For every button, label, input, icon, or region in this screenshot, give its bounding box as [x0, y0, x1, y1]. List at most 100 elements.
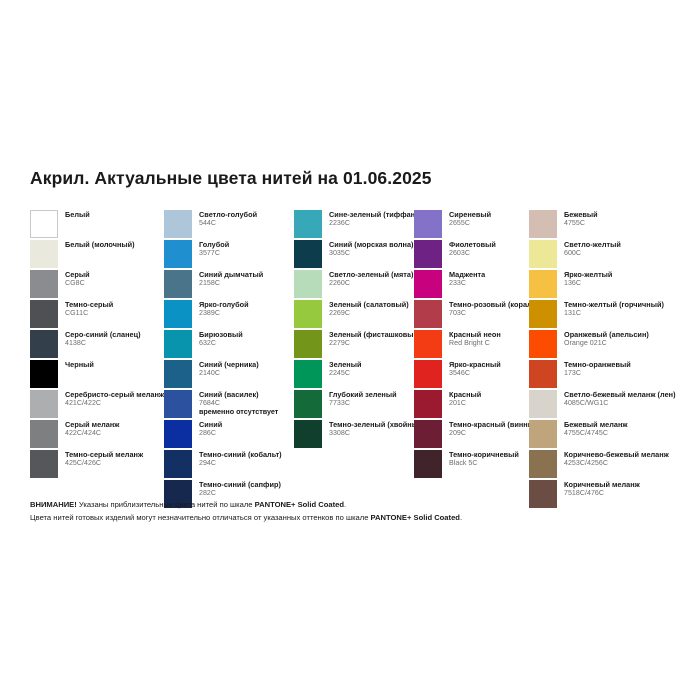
swatch-row[interactable]: Темно-коричневый Black 5C: [414, 450, 529, 480]
swatch-row[interactable]: Серебристо-серый меланж 421C/422C: [30, 390, 164, 420]
color-swatch[interactable]: [294, 390, 322, 418]
color-swatch[interactable]: [529, 390, 557, 418]
swatch-row[interactable]: Темно-розовый (коралл) 703C: [414, 300, 539, 330]
swatch-row[interactable]: Темно-серый CG11C: [30, 300, 164, 330]
color-swatch[interactable]: [294, 240, 322, 268]
swatch-row[interactable]: Бежевый 4755C: [529, 210, 689, 240]
swatch-row[interactable]: Ярко-красный 3546C: [414, 360, 529, 390]
color-swatch[interactable]: [529, 240, 557, 268]
swatch-row[interactable]: Светло-зеленый (мята) 2260C: [294, 270, 414, 300]
color-swatch[interactable]: [30, 450, 58, 478]
color-swatch[interactable]: [529, 450, 557, 478]
swatch-labels: Синий (морская волна) 3035C: [329, 240, 413, 258]
swatch-row[interactable]: Серый меланж 422C/424C: [30, 420, 164, 450]
swatch-row[interactable]: Темно-красный (винный) 209C: [414, 420, 541, 450]
color-swatch[interactable]: [294, 420, 322, 448]
color-swatch[interactable]: [414, 210, 442, 238]
swatch-row[interactable]: Светло-голубой 544C: [164, 210, 294, 240]
color-swatch[interactable]: [164, 330, 192, 358]
color-swatch[interactable]: [414, 270, 442, 298]
swatch-row[interactable]: Темно-зеленый (хвойный) 3308C: [294, 420, 425, 450]
swatch-row[interactable]: Зеленый (салатовый) 2269C: [294, 300, 414, 330]
color-swatch[interactable]: [164, 210, 192, 238]
column-greens: Сине-зеленый (тиффани) 2236C Синий (морска…: [294, 210, 425, 450]
swatch-row[interactable]: Ярко-голубой 2389C: [164, 300, 294, 330]
color-swatch[interactable]: [529, 270, 557, 298]
swatch-row[interactable]: Фиолетовый 2603C: [414, 240, 529, 270]
color-swatch[interactable]: [414, 450, 442, 478]
swatch-row[interactable]: Черный: [30, 360, 164, 390]
color-swatch[interactable]: [414, 360, 442, 388]
swatch-row[interactable]: Синий (василек) 7684C временно отсутствует: [164, 390, 294, 420]
swatch-row[interactable]: Бирюзовый 632C: [164, 330, 294, 360]
color-swatch[interactable]: [294, 330, 322, 358]
color-swatch[interactable]: [30, 390, 58, 418]
swatch-row[interactable]: Зеленый (фисташковый) 2279C: [294, 330, 421, 360]
color-swatch[interactable]: [294, 270, 322, 298]
swatch-row[interactable]: Зеленый 2245C: [294, 360, 414, 390]
color-name: Сине-зеленый (тиффани): [329, 210, 423, 219]
color-swatch[interactable]: [414, 240, 442, 268]
color-swatch[interactable]: [164, 270, 192, 298]
color-swatch[interactable]: [30, 330, 58, 358]
swatch-row[interactable]: Синий (черника) 2140C: [164, 360, 294, 390]
color-swatch[interactable]: [294, 210, 322, 238]
color-swatch[interactable]: [30, 300, 58, 328]
color-name: Темно-синий (сапфир): [199, 480, 281, 489]
color-swatch[interactable]: [30, 240, 58, 268]
swatch-row[interactable]: Темно-синий (сапфир) 282C: [164, 480, 294, 510]
swatch-labels: Серебристо-серый меланж 421C/422C: [65, 390, 164, 408]
swatch-row[interactable]: Сине-зеленый (тиффани) 2236C: [294, 210, 422, 240]
swatch-row[interactable]: Коричнево-бежевый меланж 4253C/4256C: [529, 450, 689, 480]
swatch-row[interactable]: Красный 201C: [414, 390, 529, 420]
swatch-row[interactable]: Ярко-желтый 136C: [529, 270, 689, 300]
swatch-row[interactable]: Темно-оранжевый 173C: [529, 360, 689, 390]
color-swatch[interactable]: [529, 420, 557, 448]
swatch-row[interactable]: Светло-желтый 600C: [529, 240, 689, 270]
swatch-row[interactable]: Серый CG8C: [30, 270, 164, 300]
swatch-row[interactable]: Маджента 233C: [414, 270, 529, 300]
swatch-row[interactable]: Белый (молочный): [30, 240, 164, 270]
color-swatch[interactable]: [30, 420, 58, 448]
swatch-row[interactable]: Синий дымчатый 2158C: [164, 270, 294, 300]
color-swatch[interactable]: [164, 450, 192, 478]
color-swatch[interactable]: [529, 210, 557, 238]
color-swatch[interactable]: [164, 390, 192, 418]
color-swatch[interactable]: [30, 210, 58, 238]
swatch-row[interactable]: Сиреневый 2655C: [414, 210, 529, 240]
swatch-row[interactable]: Темно-синий (кобальт) 294C: [164, 450, 294, 480]
color-swatch[interactable]: [529, 360, 557, 388]
color-swatch[interactable]: [529, 480, 557, 508]
swatch-labels: Бирюзовый 632C: [199, 330, 243, 348]
swatch-row[interactable]: Глубокий зеленый 7733C: [294, 390, 414, 420]
swatch-row[interactable]: Темно-желтый (горчичный) 131C: [529, 300, 689, 330]
color-swatch[interactable]: [414, 330, 442, 358]
swatch-row[interactable]: Серо-синий (сланец) 4138C: [30, 330, 164, 360]
color-swatch[interactable]: [30, 270, 58, 298]
swatch-labels: Красный неон Red Bright C: [449, 330, 501, 348]
swatch-row[interactable]: Оранжевый (апельсин) Orange 021C: [529, 330, 689, 360]
swatch-row[interactable]: Бежевый меланж 4755C/4745C: [529, 420, 689, 450]
swatch-row[interactable]: Синий 286C: [164, 420, 294, 450]
swatch-row[interactable]: Голубой 3577C: [164, 240, 294, 270]
swatch-row[interactable]: Белый: [30, 210, 164, 240]
swatch-row[interactable]: Коричневый меланж 7518C/476C: [529, 480, 689, 510]
color-swatch[interactable]: [164, 300, 192, 328]
color-swatch[interactable]: [164, 480, 192, 508]
color-swatch[interactable]: [164, 420, 192, 448]
swatch-row[interactable]: Красный неон Red Bright C: [414, 330, 529, 360]
swatch-row[interactable]: Светло-бежевый меланж (лен) 4085C/WG1C: [529, 390, 689, 420]
color-swatch[interactable]: [414, 390, 442, 418]
color-swatch[interactable]: [164, 360, 192, 388]
color-swatch[interactable]: [414, 300, 442, 328]
pantone-code: 2603C: [449, 248, 471, 257]
color-swatch[interactable]: [294, 360, 322, 388]
swatch-row[interactable]: Темно-серый меланж 425C/426C: [30, 450, 164, 480]
color-swatch[interactable]: [414, 420, 442, 448]
color-swatch[interactable]: [529, 300, 557, 328]
color-swatch[interactable]: [294, 300, 322, 328]
color-swatch[interactable]: [30, 360, 58, 388]
swatch-row[interactable]: Синий (морская волна) 3035C: [294, 240, 414, 270]
color-swatch[interactable]: [529, 330, 557, 358]
color-swatch[interactable]: [164, 240, 192, 268]
